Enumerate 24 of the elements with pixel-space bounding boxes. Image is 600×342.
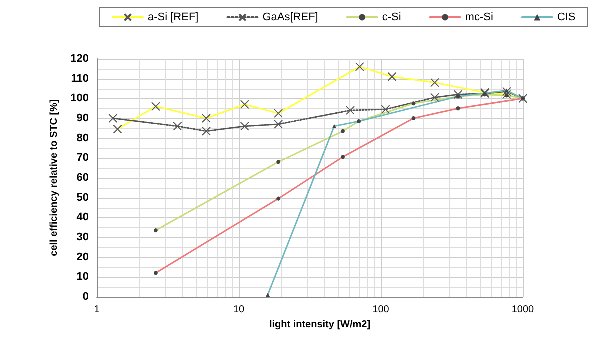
legend-label: mc-Si — [465, 12, 494, 24]
legend-label: c-Si — [382, 12, 402, 24]
y-tick-label: 60 — [76, 172, 89, 184]
x-tick-label: 10 — [233, 304, 245, 316]
y-tick-label: 110 — [71, 72, 89, 85]
y-axis-title: cell efficiency relative to STC [%] — [49, 100, 60, 256]
y-tick-label: 90 — [76, 112, 89, 124]
legend-label: CIS — [557, 12, 576, 24]
x-axis-title: light intensity [W/m2] — [269, 319, 371, 330]
x-tick-label: 1 — [94, 304, 100, 316]
y-tick-label: 70 — [76, 152, 89, 164]
x-tick-label: 100 — [372, 304, 390, 316]
y-tick-label: 120 — [70, 53, 89, 65]
x-tick-label: 1000 — [512, 304, 535, 316]
y-tick-label: 40 — [76, 212, 89, 224]
y-tick-label: 10 — [76, 271, 89, 284]
legend-label: GaAs[REF] — [262, 12, 318, 24]
y-tick-label: 30 — [76, 232, 89, 244]
y-tick-label: 100 — [70, 92, 89, 105]
legend-label: a-Si [REF] — [148, 12, 199, 24]
y-tick-label: 20 — [76, 251, 89, 264]
y-tick-label: 50 — [76, 192, 89, 204]
y-tick-label: 80 — [76, 132, 89, 144]
y-tick-label: 0 — [82, 291, 89, 303]
